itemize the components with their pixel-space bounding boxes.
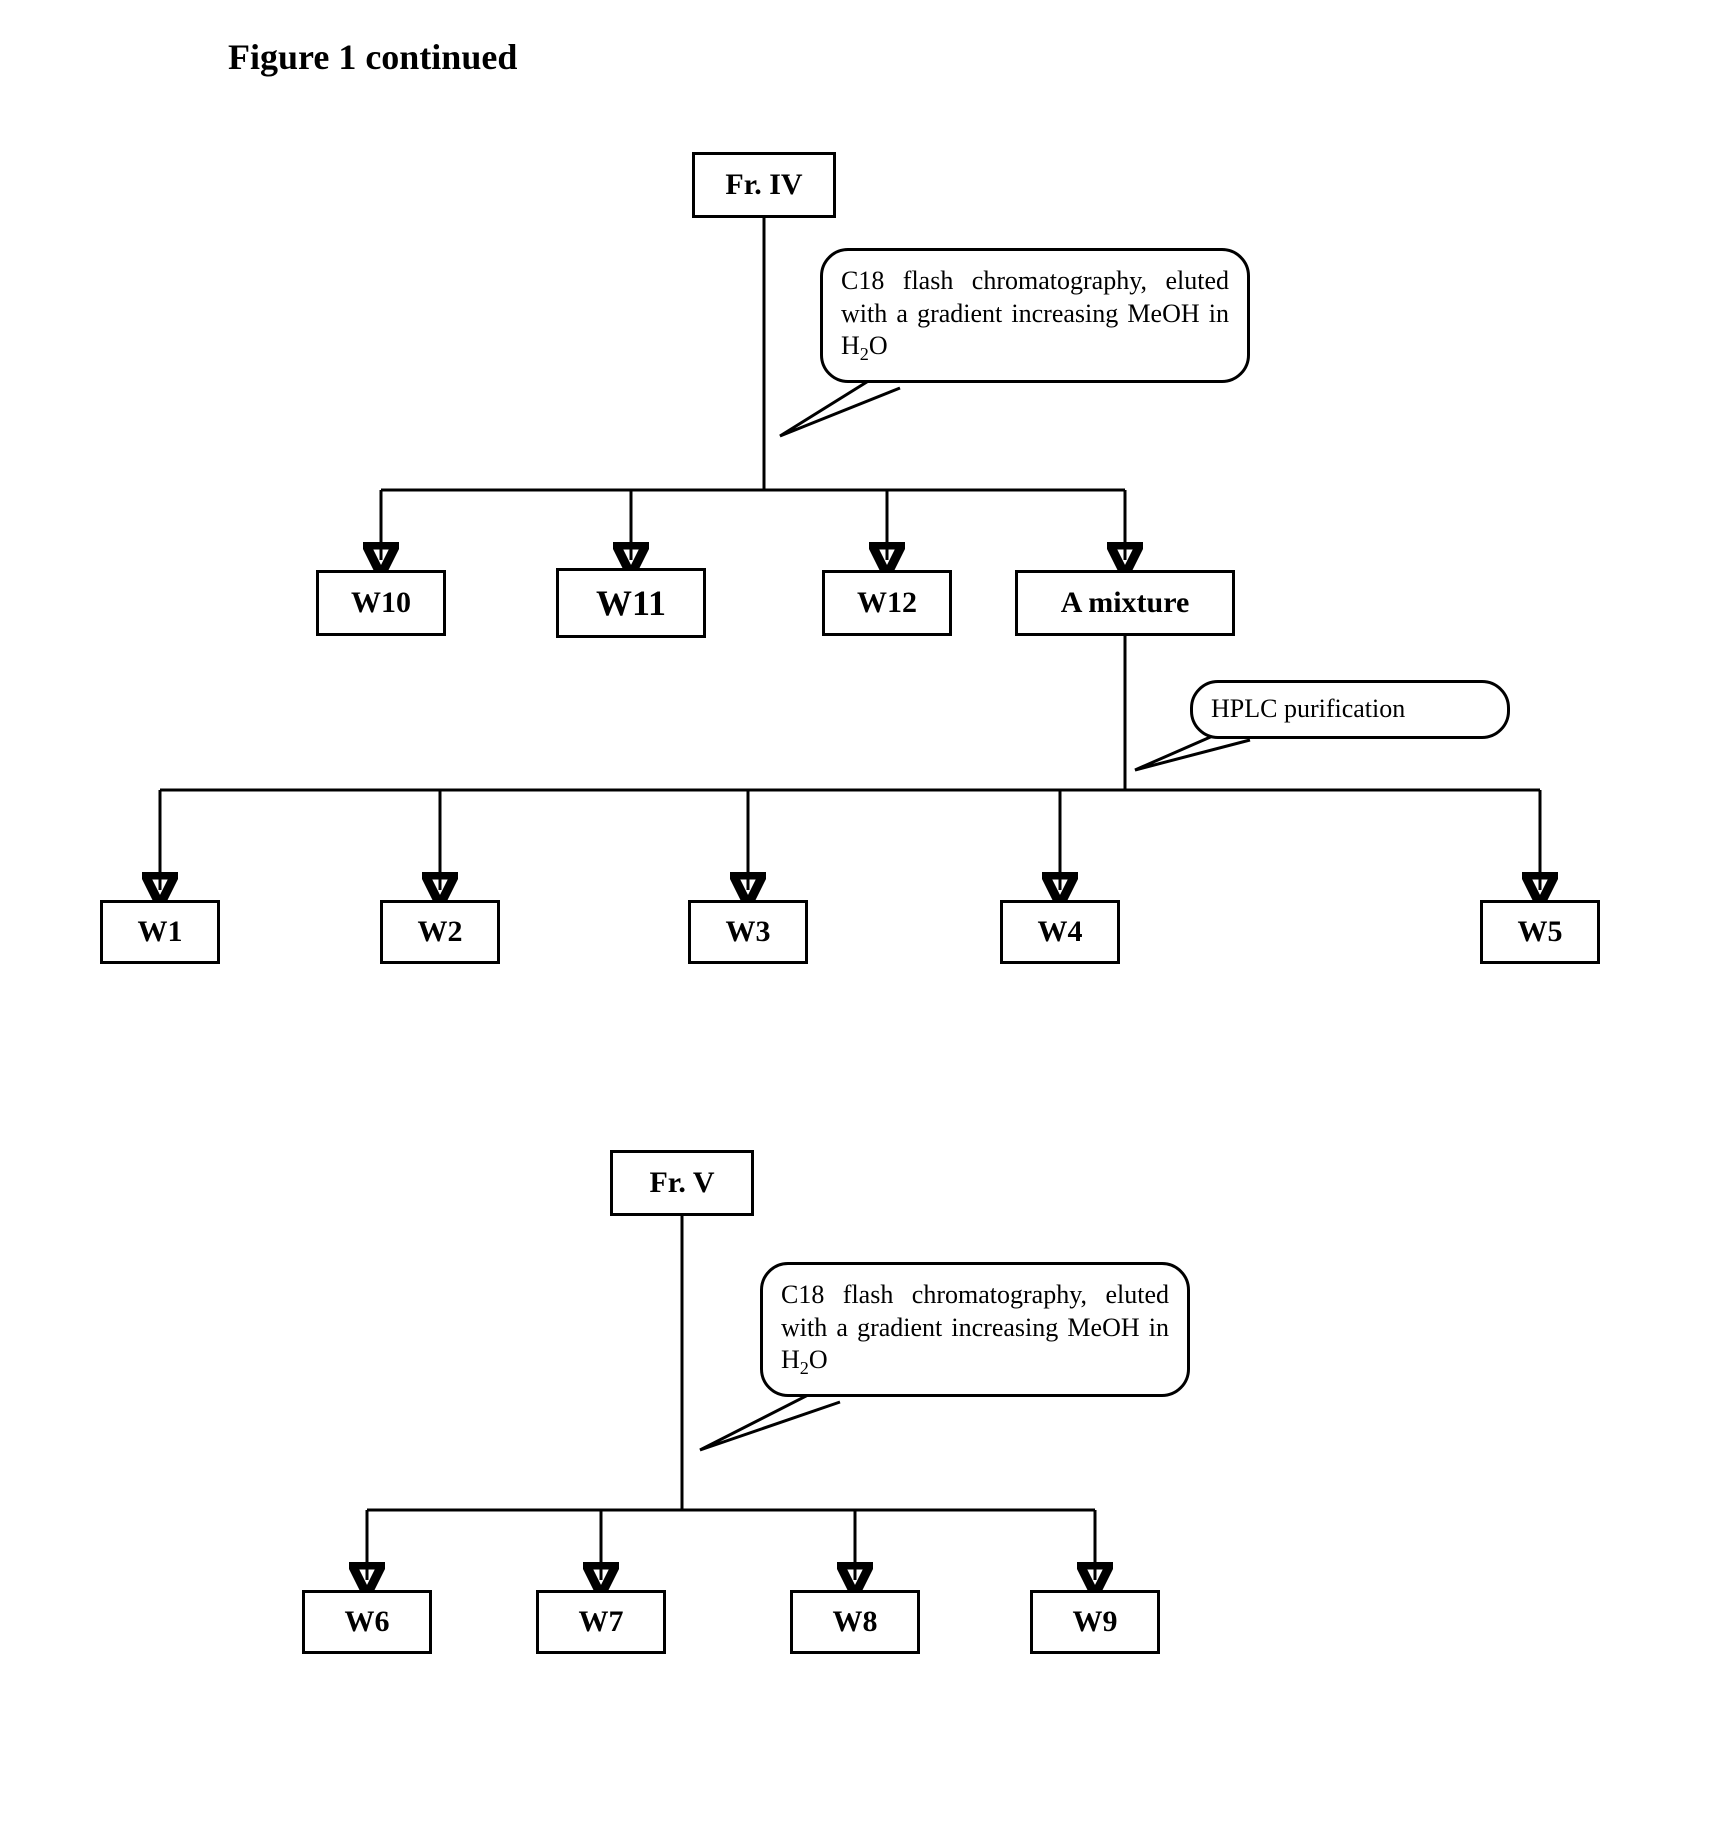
callout-tail [780, 380, 900, 436]
node-w10: W10 [316, 570, 446, 636]
figure-title: Figure 1 continued [228, 36, 517, 78]
node-w12: W12 [822, 570, 952, 636]
node-w4: W4 [1000, 900, 1120, 964]
flowchart-canvas: Figure 1 continued [0, 0, 1726, 1839]
node-w7: W7 [536, 1590, 666, 1654]
node-mixture: A mixture [1015, 570, 1235, 636]
node-w2: W2 [380, 900, 500, 964]
node-w11: W11 [556, 568, 706, 638]
node-w8: W8 [790, 1590, 920, 1654]
node-fr-iv: Fr. IV [692, 152, 836, 218]
callout-tail [700, 1394, 840, 1450]
node-w5: W5 [1480, 900, 1600, 964]
node-w9: W9 [1030, 1590, 1160, 1654]
callout-tail [1135, 735, 1250, 770]
node-w1: W1 [100, 900, 220, 964]
node-w3: W3 [688, 900, 808, 964]
callout-hplc: HPLC purification [1190, 680, 1510, 739]
callout-c18-a: C18 flash chromatography, eluted with a … [820, 248, 1250, 383]
node-w6: W6 [302, 1590, 432, 1654]
callout-c18-b: C18 flash chromatography, eluted with a … [760, 1262, 1190, 1397]
node-fr-v: Fr. V [610, 1150, 754, 1216]
